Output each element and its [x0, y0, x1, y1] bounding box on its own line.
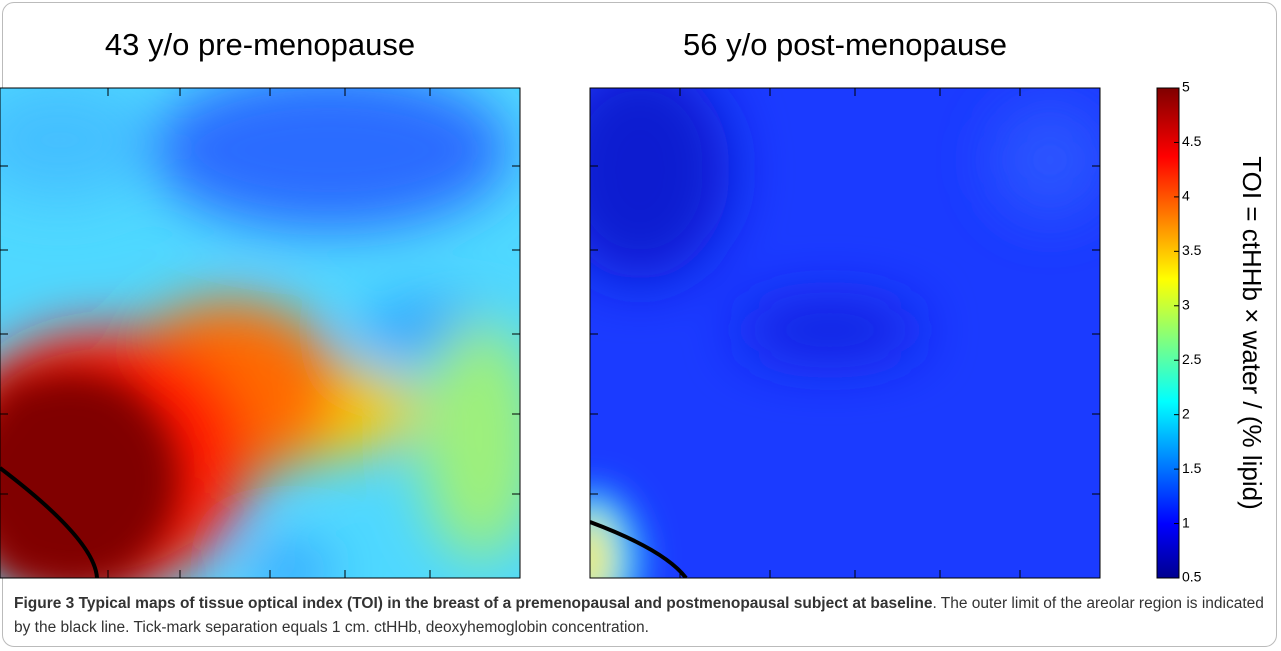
caption-bold: Figure 3 Typical maps of tissue optical … — [14, 595, 933, 612]
colorbar-label: TOI = ctHHb × water / (% lipid) — [1237, 156, 1267, 510]
heatmap-right — [590, 88, 1100, 578]
heatmap-left — [0, 88, 520, 578]
colorbar — [1156, 87, 1180, 579]
colorbar-tick-label: 3 — [1182, 296, 1190, 312]
colorbar-tick-label: 4 — [1182, 188, 1190, 204]
axis-ticks — [0, 87, 1101, 579]
colorbar-tick-label: 5 — [1182, 79, 1190, 95]
colorbar-tick-label: 2.5 — [1182, 351, 1202, 367]
panel-title: 56 y/o post-menopause — [683, 27, 1007, 62]
caption-text: . The outer limit of the areolar region … — [14, 595, 1264, 636]
panel-title: 43 y/o pre-menopause — [105, 27, 415, 62]
colorbar-tick-label: 1.5 — [1182, 460, 1202, 476]
figure: 43 y/o pre-menopause 56 y/o post-menopau… — [0, 27, 1267, 585]
colorbar-tick-label: 4.5 — [1182, 133, 1202, 149]
colorbar-tick-label: 2 — [1182, 405, 1190, 421]
colorbar-tick-label: 1 — [1182, 514, 1190, 530]
colorbar-tick-label: 3.5 — [1182, 242, 1202, 258]
caption: Figure 3 Typical maps of tissue optical … — [14, 592, 1266, 640]
colorbar-tick-label: 0.5 — [1182, 569, 1202, 585]
